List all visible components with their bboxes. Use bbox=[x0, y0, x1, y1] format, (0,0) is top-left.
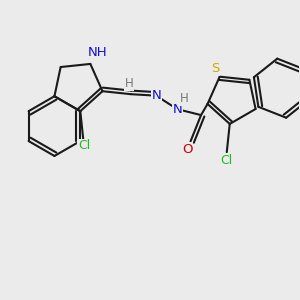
Text: Cl: Cl bbox=[78, 140, 90, 152]
Text: NH: NH bbox=[87, 46, 107, 59]
Text: O: O bbox=[182, 143, 193, 156]
Text: H: H bbox=[125, 77, 134, 90]
Text: Cl: Cl bbox=[220, 154, 232, 167]
Text: S: S bbox=[211, 62, 219, 75]
Text: N: N bbox=[152, 89, 161, 102]
Text: N: N bbox=[172, 103, 182, 116]
Text: H: H bbox=[180, 92, 189, 105]
